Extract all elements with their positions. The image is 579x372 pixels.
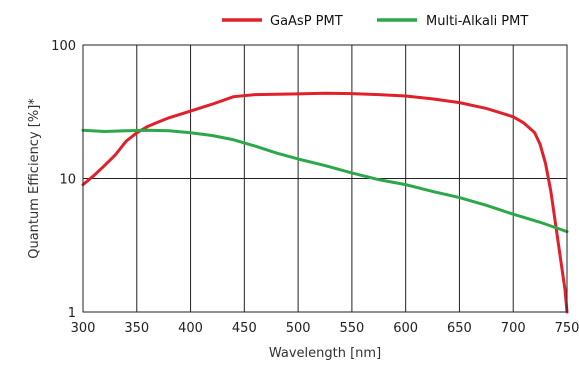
x-tick-label: 600 xyxy=(393,321,418,336)
x-tick-label: 700 xyxy=(501,321,526,336)
gridlines xyxy=(83,45,567,312)
x-tick-label: 650 xyxy=(447,321,472,336)
series-line-1 xyxy=(81,128,569,234)
x-tick-label: 450 xyxy=(232,321,257,336)
y-tick-label: 1 xyxy=(68,306,76,321)
y-tick-label: 10 xyxy=(59,173,76,188)
x-tick-labels: 300 350 400 450 500 550 600 650 700 750 xyxy=(71,321,579,336)
x-tick-label: 550 xyxy=(339,321,364,336)
y-axis-title: Quantum Efficiency [%]* xyxy=(27,98,42,259)
legend-label: Multi-Alkali PMT xyxy=(426,14,528,29)
x-tick-label: 500 xyxy=(286,321,311,336)
x-tick-label: 350 xyxy=(124,321,149,336)
legend-label: GaAsP PMT xyxy=(270,14,343,29)
plot-frame xyxy=(82,44,568,313)
y-tick-label: 100 xyxy=(51,39,76,54)
x-tick-label: 750 xyxy=(555,321,579,336)
x-tick-label: 300 xyxy=(71,321,96,336)
series-lines xyxy=(81,91,569,314)
y-tick-labels: 1 10 100 xyxy=(51,39,76,321)
series-line-0 xyxy=(81,91,569,314)
legend: GaAsP PMT Multi-Alkali PMT xyxy=(222,14,528,29)
x-axis-title: Wavelength [nm] xyxy=(269,346,381,361)
x-tick-label: 400 xyxy=(178,321,203,336)
